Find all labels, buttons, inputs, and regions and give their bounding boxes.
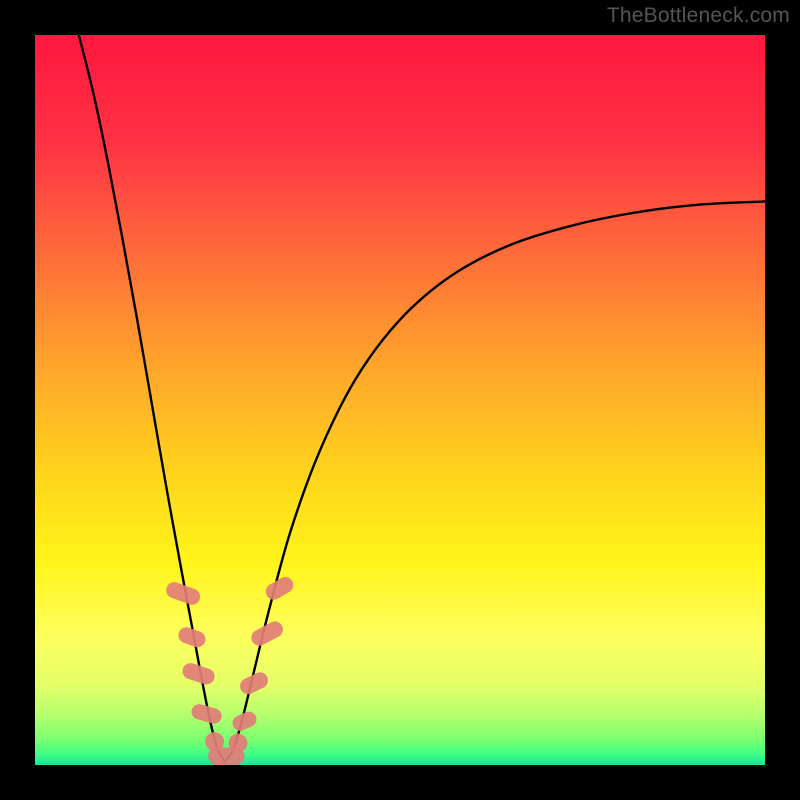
- chart-svg: [0, 0, 800, 800]
- chart-root: TheBottleneck.com: [0, 0, 800, 800]
- marker-dot: [205, 732, 224, 751]
- marker-dot: [228, 734, 247, 753]
- watermark-text: TheBottleneck.com: [607, 4, 790, 28]
- plot-gradient-background: [35, 35, 765, 765]
